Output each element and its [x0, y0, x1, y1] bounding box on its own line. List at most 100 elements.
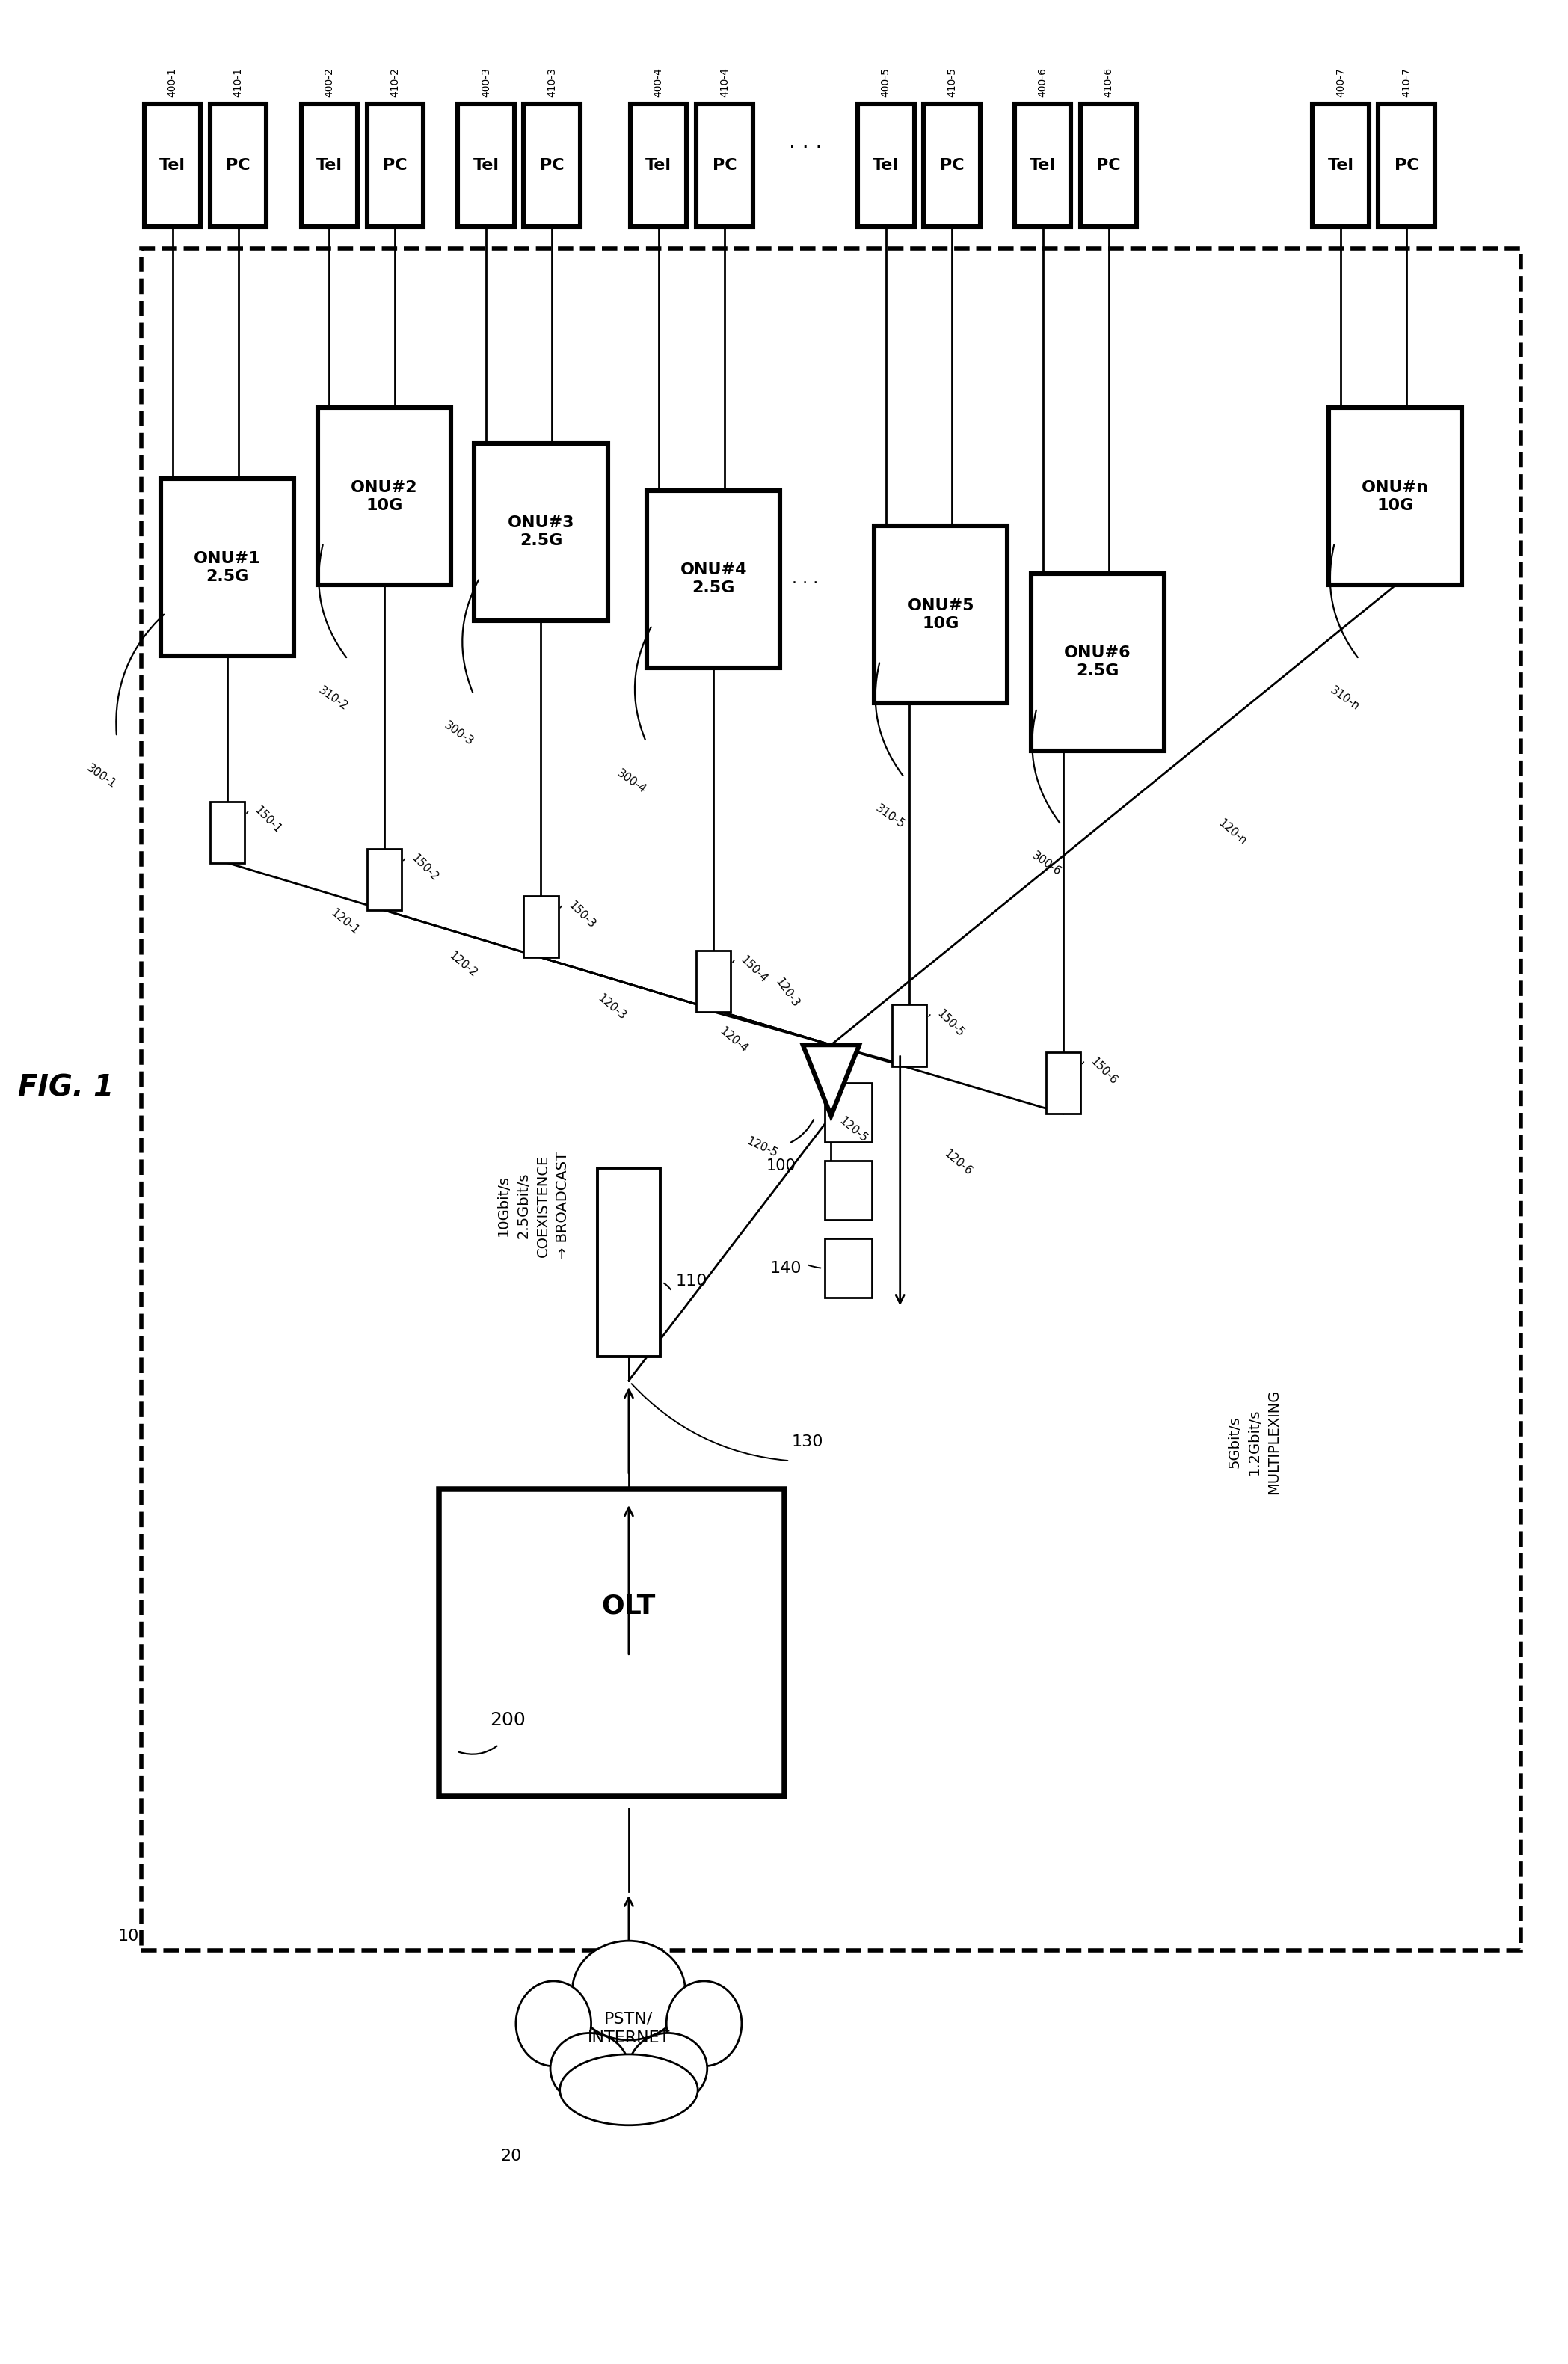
Text: 400-2: 400-2	[325, 66, 334, 97]
Text: 200: 200	[491, 1712, 525, 1728]
Text: 20: 20	[500, 2149, 522, 2163]
Bar	[1014, 104, 1071, 227]
Bar	[210, 104, 267, 227]
Text: OLT: OLT	[602, 1593, 655, 1619]
Text: 400-4: 400-4	[654, 66, 663, 97]
Text: 410-4: 410-4	[720, 66, 729, 97]
Text: 120-3: 120-3	[773, 976, 801, 1009]
Bar	[1046, 1052, 1080, 1113]
Bar	[1080, 104, 1137, 227]
Text: 120-4: 120-4	[718, 1026, 750, 1054]
Text: Tel: Tel	[160, 158, 185, 173]
Text: . . .: . . .	[789, 132, 822, 151]
Text: 410-6: 410-6	[1104, 66, 1113, 97]
Text: 410-2: 410-2	[390, 66, 400, 97]
Text: ONU#5
10G: ONU#5 10G	[908, 598, 974, 631]
Ellipse shape	[629, 2033, 707, 2104]
Text: Tel: Tel	[873, 158, 898, 173]
Bar	[367, 104, 423, 227]
Text: 120-5: 120-5	[837, 1116, 869, 1144]
Text: 310-5: 310-5	[873, 804, 906, 830]
Text: 310-2: 310-2	[317, 686, 350, 712]
Text: 300-6: 300-6	[1030, 851, 1063, 877]
Bar	[160, 478, 295, 655]
Text: 120-5: 120-5	[745, 1135, 779, 1158]
Text: 400-7: 400-7	[1336, 66, 1345, 97]
Text: 410-7: 410-7	[1402, 66, 1411, 97]
Bar	[858, 104, 914, 227]
Text: 410-3: 410-3	[547, 66, 557, 97]
Bar	[597, 1168, 660, 1357]
Bar	[144, 104, 201, 227]
Text: PC: PC	[226, 158, 251, 173]
Text: 300-4: 300-4	[615, 768, 648, 794]
Text: 310-n: 310-n	[1328, 686, 1361, 712]
Text: 120-3: 120-3	[596, 993, 627, 1021]
Text: 120-n: 120-n	[1217, 818, 1248, 846]
Bar	[367, 849, 401, 910]
Text: 5Gbit/s
1.2Gbit/s
MULTIPLEXING: 5Gbit/s 1.2Gbit/s MULTIPLEXING	[1228, 1390, 1281, 1494]
Text: PC: PC	[1096, 158, 1121, 173]
Text: 150-6: 150-6	[1088, 1054, 1120, 1087]
Text: PC: PC	[383, 158, 408, 173]
Text: 410-5: 410-5	[947, 66, 956, 97]
Text: 140: 140	[770, 1260, 801, 1277]
Bar	[825, 1161, 872, 1220]
Text: PSTN/
INTERNET: PSTN/ INTERNET	[588, 2012, 670, 2045]
Bar	[474, 444, 607, 619]
Text: 400-5: 400-5	[881, 66, 891, 97]
Bar	[210, 801, 245, 863]
Text: Tel: Tel	[1030, 158, 1055, 173]
Text: Tel: Tel	[317, 158, 342, 173]
Text: 130: 130	[792, 1435, 823, 1449]
Text: 120-1: 120-1	[329, 908, 361, 936]
Bar	[924, 104, 980, 227]
Bar	[458, 104, 514, 227]
Text: FIG. 1: FIG. 1	[17, 1073, 114, 1102]
Text: ONU#2
10G: ONU#2 10G	[351, 480, 417, 513]
Bar	[1312, 104, 1369, 227]
Text: Tel: Tel	[646, 158, 671, 173]
Text: Tel: Tel	[474, 158, 499, 173]
Text: 300-1: 300-1	[85, 764, 118, 790]
Text: PC: PC	[1394, 158, 1419, 173]
Text: 150-5: 150-5	[935, 1007, 966, 1040]
Bar	[825, 1239, 872, 1298]
Text: 120-6: 120-6	[942, 1149, 974, 1177]
Text: PC: PC	[712, 158, 737, 173]
Text: Tel: Tel	[1328, 158, 1353, 173]
Ellipse shape	[572, 1941, 685, 2040]
Ellipse shape	[666, 1981, 742, 2066]
Text: . . .: . . .	[792, 572, 818, 586]
Bar	[1378, 104, 1435, 227]
Bar	[696, 104, 753, 227]
Bar	[301, 104, 358, 227]
Text: ONU#6
2.5G: ONU#6 2.5G	[1065, 645, 1131, 678]
Text: 10Gbit/s
2.5Gbit/s
COEXISTENCE
→ BROADCAST: 10Gbit/s 2.5Gbit/s COEXISTENCE → BROADCA…	[497, 1151, 569, 1260]
Bar	[141, 248, 1521, 1950]
Text: 10: 10	[118, 1929, 140, 1943]
Text: 400-1: 400-1	[168, 66, 177, 97]
Text: 150-2: 150-2	[409, 851, 441, 884]
Text: PC: PC	[539, 158, 564, 173]
Ellipse shape	[560, 2054, 698, 2125]
Text: ONU#3
2.5G: ONU#3 2.5G	[508, 515, 574, 548]
Bar	[875, 527, 1007, 704]
Text: 400-3: 400-3	[481, 66, 491, 97]
Text: ONU#n
10G: ONU#n 10G	[1363, 480, 1428, 513]
Polygon shape	[803, 1045, 859, 1116]
Text: ONU#1
2.5G: ONU#1 2.5G	[194, 551, 260, 584]
Text: 410-1: 410-1	[234, 66, 243, 97]
Text: PC: PC	[939, 158, 964, 173]
Text: 300-3: 300-3	[442, 719, 475, 747]
Bar	[439, 1489, 784, 1797]
Text: 110: 110	[676, 1274, 707, 1288]
Text: 120-2: 120-2	[447, 950, 478, 979]
Bar	[1328, 409, 1461, 584]
Bar	[317, 409, 452, 584]
Text: 150-1: 150-1	[252, 804, 284, 837]
Bar	[696, 950, 731, 1012]
Text: 150-3: 150-3	[566, 898, 597, 931]
Ellipse shape	[550, 2033, 629, 2104]
Text: 100: 100	[767, 1158, 795, 1173]
